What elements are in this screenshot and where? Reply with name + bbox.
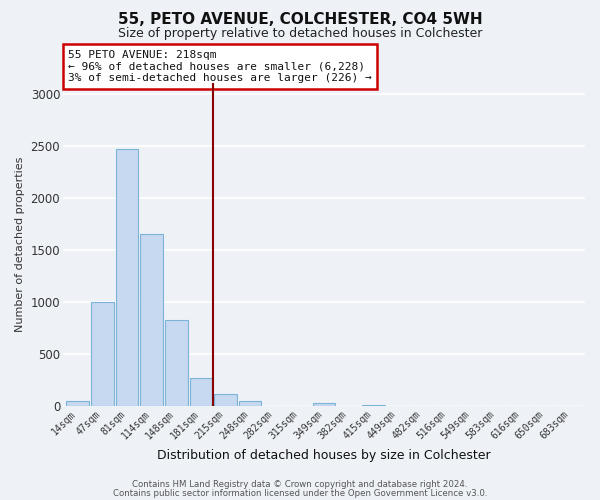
Bar	[313, 402, 335, 406]
Bar	[116, 149, 139, 406]
Text: 55 PETO AVENUE: 218sqm
← 96% of detached houses are smaller (6,228)
3% of semi-d: 55 PETO AVENUE: 218sqm ← 96% of detached…	[68, 50, 372, 83]
Bar	[214, 394, 237, 406]
Bar	[91, 302, 113, 406]
Bar	[165, 320, 188, 406]
Bar	[362, 404, 385, 406]
Text: 55, PETO AVENUE, COLCHESTER, CO4 5WH: 55, PETO AVENUE, COLCHESTER, CO4 5WH	[118, 12, 482, 28]
X-axis label: Distribution of detached houses by size in Colchester: Distribution of detached houses by size …	[157, 450, 491, 462]
Bar	[140, 234, 163, 406]
Bar	[67, 400, 89, 406]
Text: Contains HM Land Registry data © Crown copyright and database right 2024.: Contains HM Land Registry data © Crown c…	[132, 480, 468, 489]
Text: Size of property relative to detached houses in Colchester: Size of property relative to detached ho…	[118, 28, 482, 40]
Y-axis label: Number of detached properties: Number of detached properties	[15, 157, 25, 332]
Bar	[190, 378, 212, 406]
Bar	[239, 400, 262, 406]
Text: Contains public sector information licensed under the Open Government Licence v3: Contains public sector information licen…	[113, 488, 487, 498]
